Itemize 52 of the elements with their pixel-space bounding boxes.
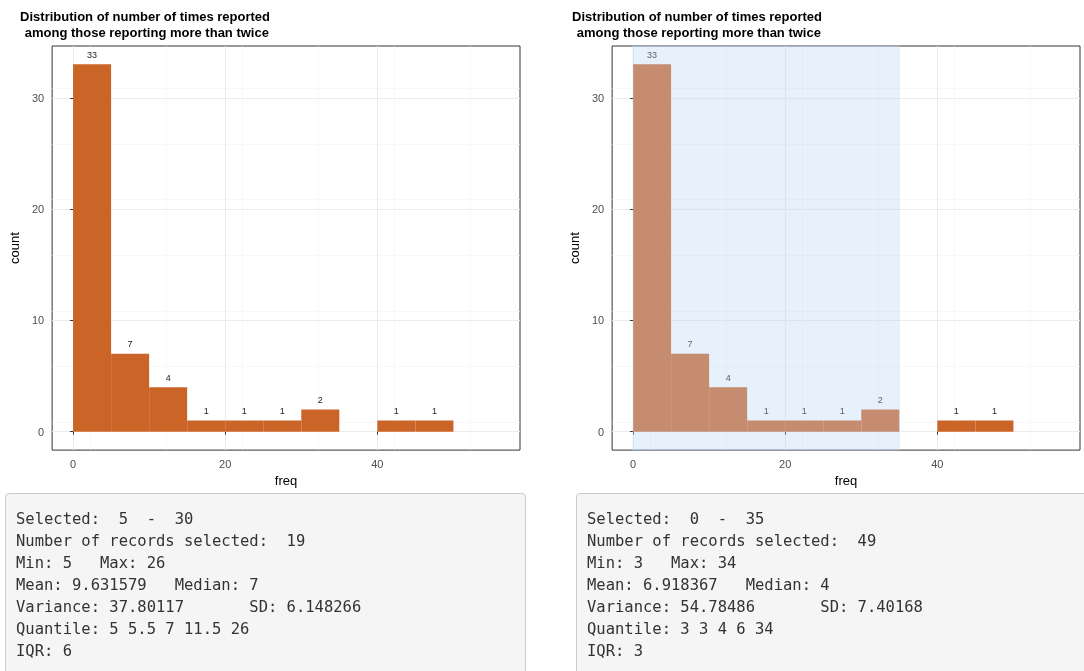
x-tick-label: 20 (779, 457, 792, 470)
x-tick-label: 20 (219, 457, 232, 470)
y-tick-label: 30 (591, 91, 605, 104)
data-label: 1 (393, 406, 399, 417)
text: IQR: 3 (587, 642, 643, 660)
x-axis-title: freq (834, 473, 858, 488)
data-label: 33 (87, 49, 98, 60)
x-axis-title: freq (274, 473, 298, 488)
text: Min: 5 Max: 26 (16, 554, 166, 572)
y-tick-label: 30 (31, 91, 45, 104)
data-label: 2 (877, 394, 883, 405)
text: Mean: 6.918367 Median: 4 (587, 576, 830, 594)
y-axis-title: count (7, 231, 22, 264)
data-label: 4 (725, 372, 731, 383)
chart-title: Distribution of number of times reported among those reporting more than twice (20, 8, 271, 40)
data-label: 2 (317, 394, 323, 405)
data-label: 1 (839, 406, 845, 417)
y-tick-label: 0 (38, 425, 45, 438)
text: Variance: 37.80117 SD: 6.148266 (16, 598, 362, 616)
x-tick-label: 0 (69, 457, 77, 470)
data-label: 1 (241, 406, 247, 417)
chart-title: Distribution of number of times reported among those reporting more than twice (572, 8, 823, 40)
y-axis-title: count (567, 231, 582, 264)
data-label: 1 (431, 406, 437, 417)
data-label: 1 (203, 406, 209, 417)
y-tick-label: 10 (31, 314, 45, 327)
y-tick-label: 10 (591, 314, 605, 327)
data-label: 1 (763, 406, 769, 417)
text: Mean: 9.631579 Median: 7 (16, 576, 259, 594)
text: Quantile: 3 3 4 6 34 (587, 620, 774, 638)
x-tick-label: 40 (371, 457, 384, 470)
text: Selected: 0 - 35 (587, 510, 765, 528)
data-label: 1 (279, 406, 285, 417)
data-label: 1 (991, 406, 997, 417)
text: Number of records selected: 49 (587, 532, 877, 550)
text: Min: 3 Max: 34 (587, 554, 737, 572)
data-label: 7 (687, 339, 693, 350)
x-tick-label: 40 (931, 457, 944, 470)
y-tick-label: 0 (598, 425, 605, 438)
text: Quantile: 5 5.5 7 11.5 26 (16, 620, 250, 638)
data-label: 7 (127, 339, 133, 350)
data-label: 4 (165, 372, 171, 383)
text: Number of records selected: 19 (16, 532, 306, 550)
data-label: 1 (953, 406, 959, 417)
text: Variance: 54.78486 SD: 7.40168 (587, 598, 923, 616)
x-tick-label: 0 (629, 457, 637, 470)
y-tick-label: 20 (591, 203, 605, 216)
data-label: 1 (801, 406, 807, 417)
text: IQR: 6 (16, 642, 72, 660)
y-tick-label: 20 (31, 203, 45, 216)
text: Selected: 5 - 30 (16, 510, 194, 528)
data-label: 33 (647, 49, 658, 60)
